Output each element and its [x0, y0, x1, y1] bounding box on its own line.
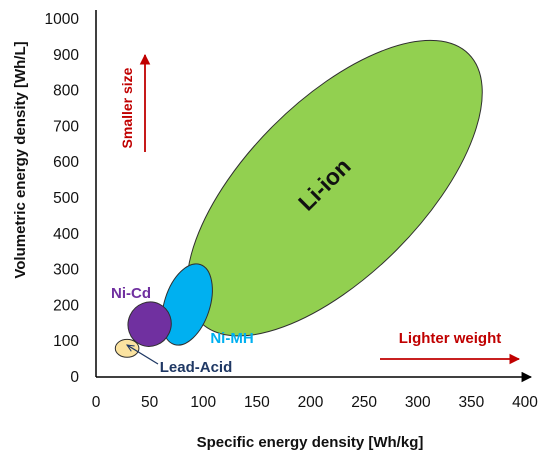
x-axis-title: Specific energy density [Wh/kg]: [197, 434, 424, 451]
x-tick-label: 300: [405, 394, 431, 411]
y-tick-label: 300: [53, 262, 79, 279]
lighter-weight-label: Lighter weight: [399, 330, 502, 347]
y-tick-label: 700: [53, 118, 79, 135]
x-tick-label: 100: [190, 394, 216, 411]
x-tick-labels: 0 50 100 150 200 250 300 350 400: [92, 394, 539, 411]
smaller-size-label: Smaller size: [119, 67, 135, 148]
region-label-ni-mh: Ni-MH: [210, 330, 253, 347]
region-ni-mh: [161, 263, 213, 346]
x-tick-label: 150: [244, 394, 270, 411]
x-tick-label: 50: [141, 394, 159, 411]
x-tick-label: 200: [298, 394, 324, 411]
y-tick-label: 600: [53, 154, 79, 171]
x-tick-label: 250: [351, 394, 377, 411]
y-tick-label: 900: [53, 47, 79, 64]
x-tick-label: 350: [458, 394, 484, 411]
y-axis-title: Volumetric energy density [Wh/L]: [12, 41, 29, 278]
lead-acid-leader-arrow: [127, 345, 159, 365]
region-label-lead-acid: Lead-Acid: [160, 359, 233, 376]
y-tick-label: 100: [53, 333, 79, 350]
technology-regions: [114, 39, 483, 358]
y-tick-label: 400: [53, 226, 79, 243]
y-tick-labels: 0 100 200 300 400 500 600 700 800 900 1000: [45, 11, 80, 386]
region-lead-acid: [114, 338, 140, 358]
region-ni-cd: [127, 301, 172, 347]
x-tick-label: 400: [512, 394, 538, 411]
x-tick-label: 0: [92, 394, 101, 411]
y-tick-label: 500: [53, 190, 79, 207]
y-tick-label: 0: [70, 369, 79, 386]
region-label-ni-cd: Ni-Cd: [111, 285, 151, 302]
y-tick-label: 200: [53, 297, 79, 314]
y-tick-label: 800: [53, 83, 79, 100]
y-tick-label: 1000: [45, 11, 80, 28]
